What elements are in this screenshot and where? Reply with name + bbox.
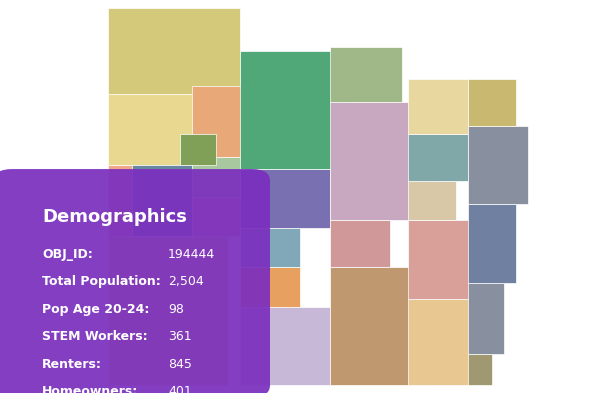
FancyBboxPatch shape: [468, 126, 528, 204]
FancyBboxPatch shape: [240, 228, 300, 267]
FancyBboxPatch shape: [408, 181, 456, 220]
FancyBboxPatch shape: [108, 94, 240, 165]
FancyBboxPatch shape: [192, 86, 252, 157]
FancyBboxPatch shape: [132, 165, 192, 236]
FancyBboxPatch shape: [408, 79, 468, 134]
FancyBboxPatch shape: [240, 51, 348, 169]
FancyBboxPatch shape: [468, 283, 504, 354]
FancyBboxPatch shape: [108, 165, 192, 236]
Text: Homeowners:: Homeowners:: [42, 385, 138, 398]
FancyBboxPatch shape: [330, 47, 402, 102]
FancyBboxPatch shape: [240, 307, 330, 385]
Text: 401: 401: [168, 385, 192, 398]
Text: Pop Age 20-24:: Pop Age 20-24:: [42, 303, 149, 316]
Text: 194444: 194444: [168, 248, 215, 261]
Text: Renters:: Renters:: [42, 358, 102, 371]
FancyBboxPatch shape: [180, 134, 216, 165]
FancyBboxPatch shape: [108, 236, 228, 385]
Text: STEM Workers:: STEM Workers:: [42, 330, 148, 343]
FancyBboxPatch shape: [0, 169, 270, 397]
Text: 2,504: 2,504: [168, 275, 204, 288]
FancyBboxPatch shape: [408, 220, 492, 299]
Text: Total Population:: Total Population:: [42, 275, 161, 288]
FancyBboxPatch shape: [408, 134, 468, 181]
FancyBboxPatch shape: [468, 204, 516, 283]
FancyBboxPatch shape: [108, 8, 240, 94]
Text: 98: 98: [168, 303, 184, 316]
FancyBboxPatch shape: [330, 102, 438, 220]
FancyBboxPatch shape: [468, 79, 516, 126]
FancyBboxPatch shape: [240, 267, 300, 307]
FancyBboxPatch shape: [240, 169, 330, 228]
Text: Demographics: Demographics: [42, 208, 187, 226]
FancyBboxPatch shape: [192, 157, 252, 196]
Text: 361: 361: [168, 330, 191, 343]
FancyBboxPatch shape: [468, 354, 492, 385]
FancyBboxPatch shape: [330, 267, 420, 385]
FancyBboxPatch shape: [330, 220, 390, 267]
Text: 845: 845: [168, 358, 192, 371]
FancyBboxPatch shape: [192, 196, 252, 236]
FancyBboxPatch shape: [408, 299, 492, 385]
Text: OBJ_ID:: OBJ_ID:: [42, 248, 93, 261]
